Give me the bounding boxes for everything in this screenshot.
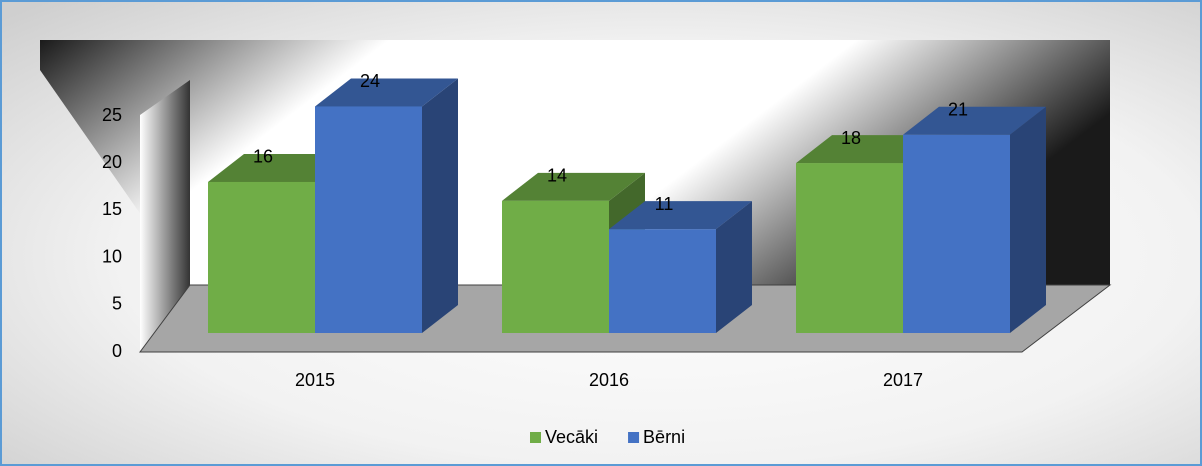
bar-top [609, 201, 752, 230]
y-tick-label: 20 [102, 152, 122, 172]
bar [502, 200, 609, 333]
side-wall [140, 80, 190, 352]
y-tick-label: 15 [102, 199, 122, 219]
y-tick-label: 0 [112, 341, 122, 361]
bar-top [315, 78, 458, 107]
y-tick-label: 10 [102, 246, 122, 266]
legend-label: Bērni [643, 427, 685, 447]
bar-top [502, 172, 645, 201]
y-tick-label: 5 [112, 294, 122, 314]
data-label: 24 [360, 71, 380, 91]
data-label: 18 [841, 128, 861, 148]
data-label: 11 [655, 194, 674, 214]
bar [903, 134, 1010, 333]
bar [315, 106, 422, 333]
x-tick-label: 2017 [883, 370, 923, 390]
plot: 0 5 10 15 20 25 2015 16 24 2016 14 11 2017 18 21 Vecāki… [102, 71, 1046, 447]
y-tick-label: 25 [102, 105, 122, 125]
legend-label: Vecāki [545, 427, 598, 447]
data-label: 21 [948, 100, 968, 120]
x-tick-label: 2015 [295, 370, 335, 390]
legend-swatch [530, 432, 541, 443]
bar-top [903, 106, 1046, 135]
bar-side [1010, 106, 1046, 333]
bar [796, 163, 903, 333]
x-tick-label: 2016 [589, 370, 629, 390]
bar [609, 229, 716, 333]
bar-side [716, 201, 752, 333]
data-label: 14 [547, 166, 567, 186]
legend-swatch [628, 432, 640, 443]
bar-side [422, 78, 458, 333]
bar [208, 181, 315, 333]
data-label: 16 [253, 147, 273, 167]
